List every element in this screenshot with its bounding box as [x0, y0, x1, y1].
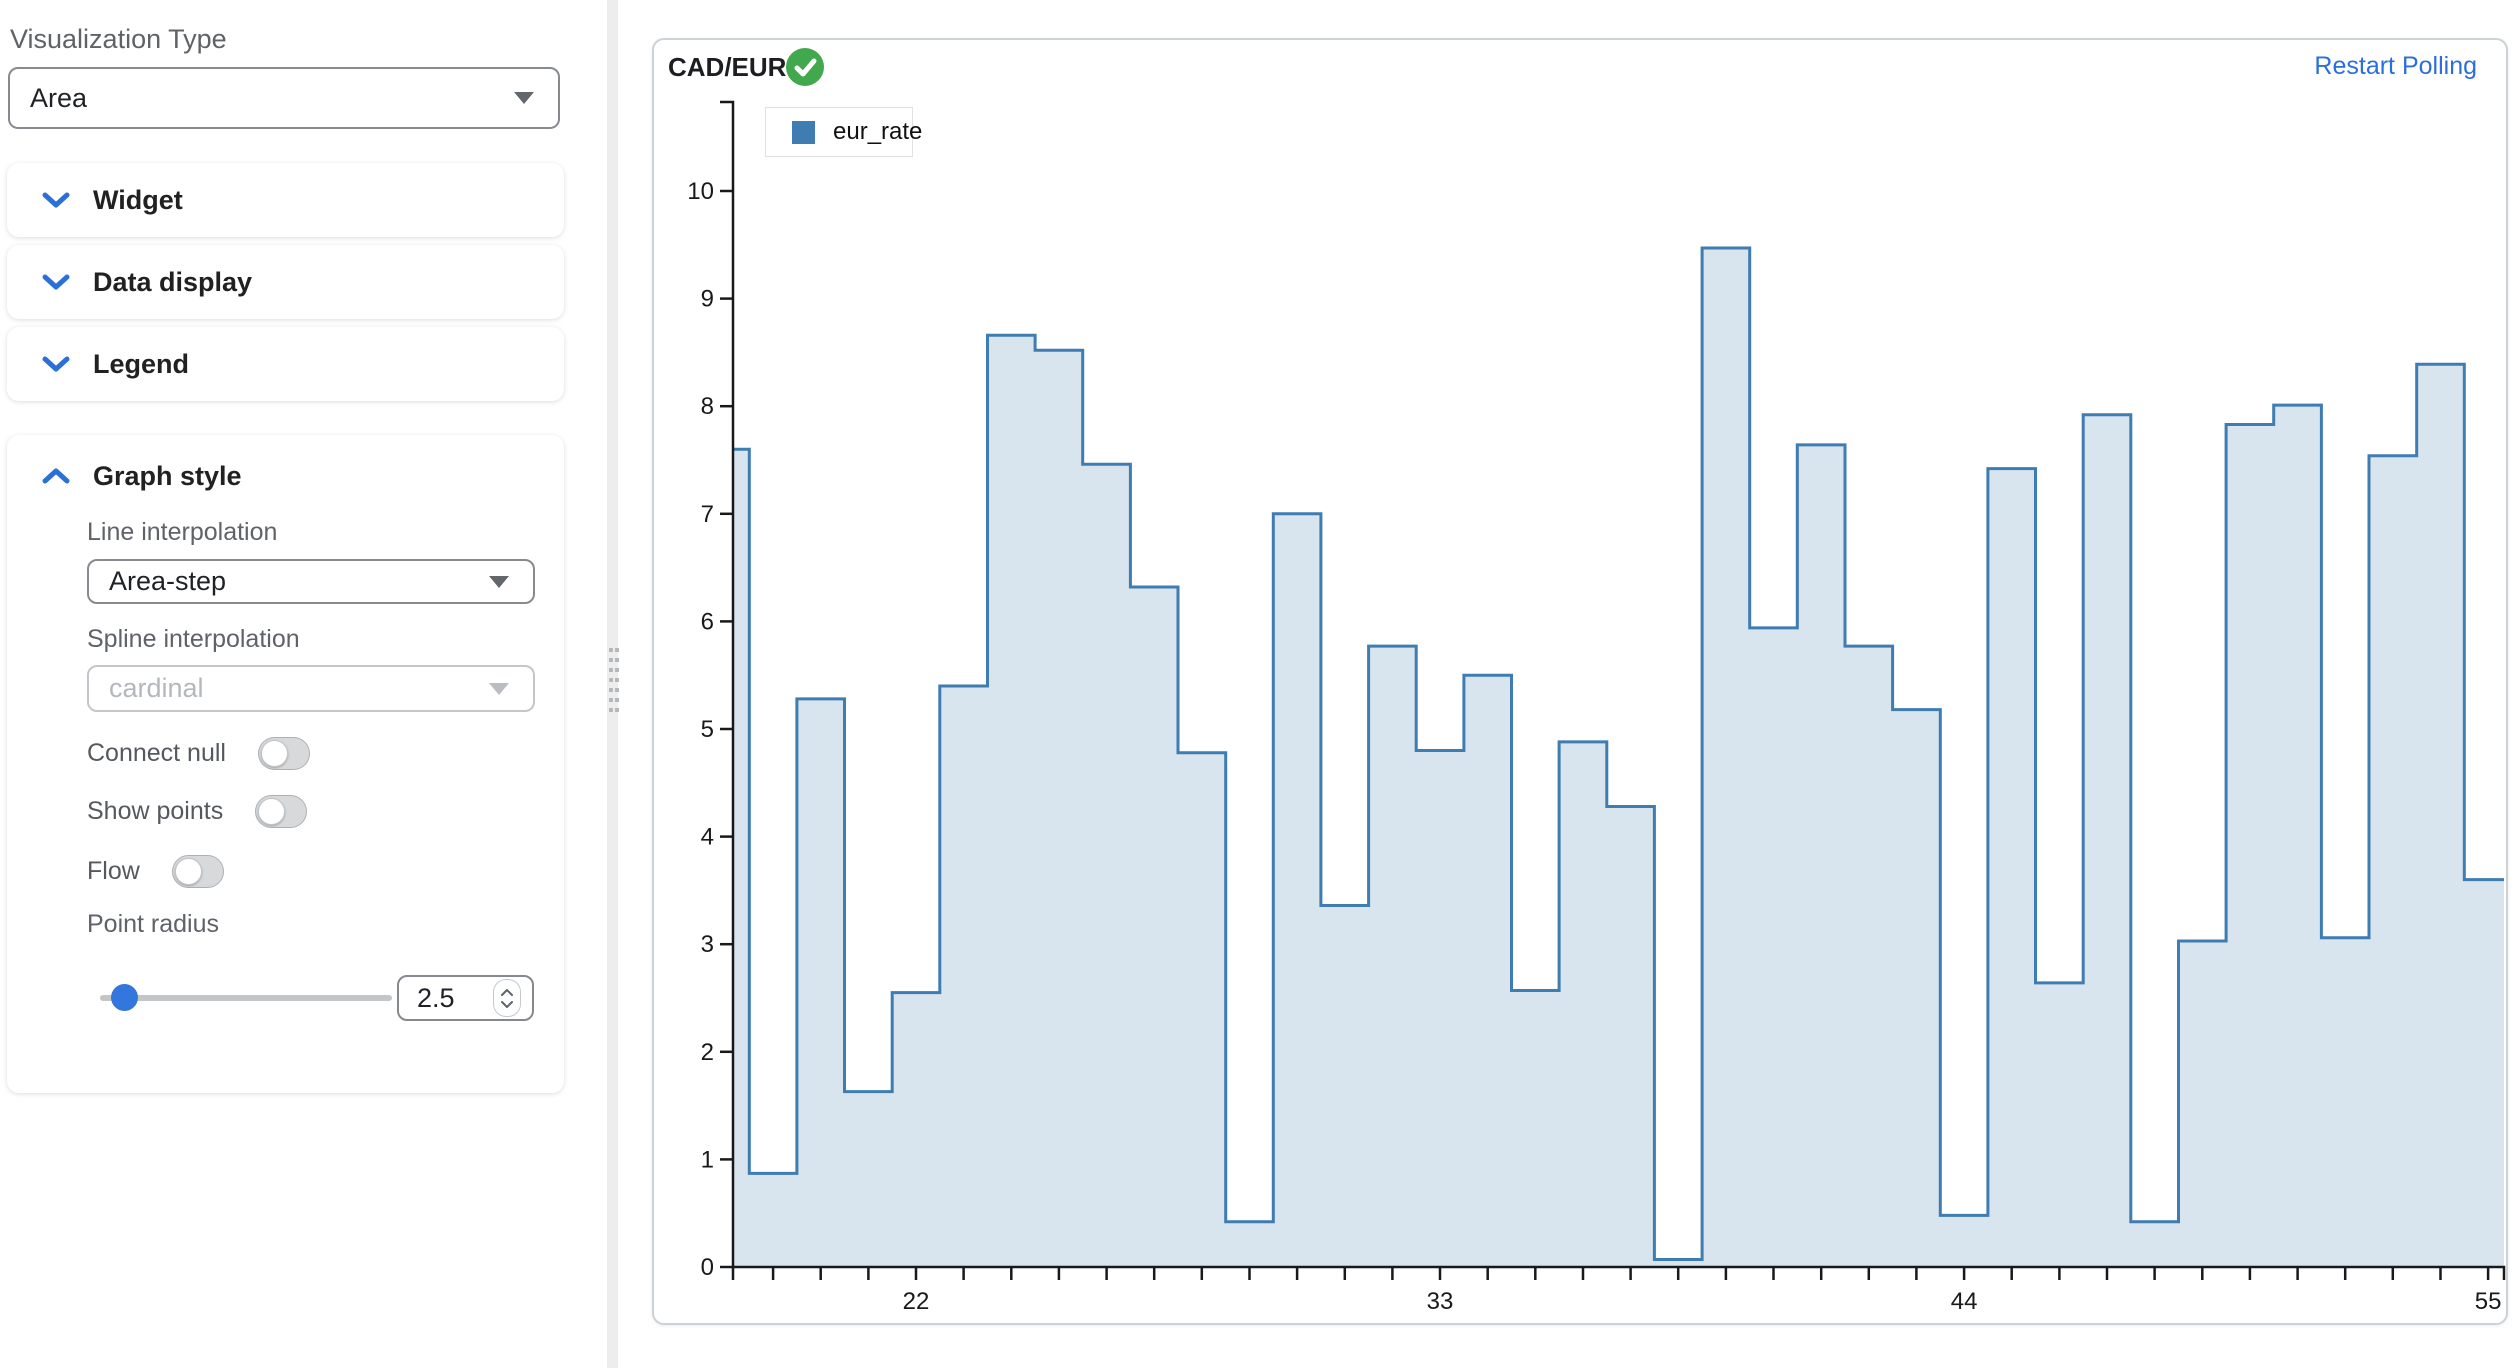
point-radius-slider-track[interactable] [100, 995, 392, 1001]
panel-resize-gutter[interactable] [607, 0, 618, 1368]
toggle-knob [258, 798, 286, 825]
section-card-data-display: Data display [7, 245, 564, 319]
svg-text:10: 10 [687, 178, 714, 205]
legend-swatch-icon [792, 120, 815, 144]
section-header-data-display[interactable]: Data display [7, 245, 564, 319]
show-points-row: Show points [87, 795, 308, 828]
section-label: Data display [93, 266, 253, 297]
spline-interpolation-value: cardinal [109, 673, 204, 703]
chevron-down-icon [42, 356, 70, 372]
section-label: Legend [93, 348, 190, 379]
spline-interpolation-select[interactable]: cardinal [87, 665, 535, 712]
connect-null-row: Connect null [87, 737, 310, 770]
svg-text:0: 0 [701, 1254, 714, 1281]
chevron-down-icon [501, 1000, 513, 1008]
area-outline [734, 246, 2504, 1261]
visualization-type-select[interactable]: Area [8, 67, 560, 129]
toggle-knob [260, 740, 288, 767]
svg-text:1: 1 [701, 1146, 714, 1173]
panel-resize-handle-dots[interactable] [606, 647, 619, 715]
svg-text:8: 8 [701, 393, 714, 420]
chevron-up-icon [42, 468, 70, 484]
section-header-legend[interactable]: Legend [7, 327, 564, 401]
svg-text:2: 2 [701, 1039, 714, 1066]
section-card-graph-style: Graph style Line interpolation Area-step… [7, 435, 564, 1093]
chart-card [652, 38, 2508, 1325]
toggle-knob [174, 858, 202, 885]
line-interpolation-value: Area-step [109, 566, 227, 596]
x-axis [731, 1265, 2506, 1280]
flow-toggle[interactable] [171, 855, 224, 888]
legend-series-name: eur_rate [833, 118, 923, 145]
area-fill [734, 248, 2504, 1267]
chevron-down-icon [42, 274, 70, 290]
y-axis [720, 100, 735, 1267]
chevron-up-icon [501, 988, 513, 996]
visualization-type-label: Visualization Type [10, 24, 227, 54]
svg-text:7: 7 [701, 501, 714, 528]
svg-text:5: 5 [701, 716, 714, 743]
svg-text:33: 33 [1427, 1288, 1454, 1315]
chevron-down-icon [489, 682, 509, 695]
section-header-widget[interactable]: Widget [7, 163, 564, 237]
svg-text:44: 44 [1951, 1288, 1978, 1315]
point-radius-input-wrap [397, 975, 534, 1021]
restart-polling-link[interactable]: Restart Polling [2314, 52, 2477, 80]
check-circle-icon [786, 48, 824, 86]
show-points-toggle[interactable] [255, 795, 308, 828]
chevron-down-icon [489, 575, 509, 588]
svg-text:22: 22 [903, 1288, 930, 1315]
connect-null-toggle[interactable] [257, 737, 310, 770]
svg-text:3: 3 [701, 931, 714, 958]
svg-text:4: 4 [701, 824, 714, 851]
spline-interpolation-label: Spline interpolation [87, 625, 300, 653]
section-card-widget: Widget [7, 163, 564, 237]
chevron-down-icon [514, 92, 534, 104]
line-interpolation-label: Line interpolation [87, 518, 278, 546]
svg-text:9: 9 [701, 286, 714, 313]
connect-null-label: Connect null [87, 739, 226, 767]
point-radius-slider-handle[interactable] [111, 984, 138, 1011]
visualization-type-value: Area [30, 82, 88, 113]
section-card-legend: Legend [7, 327, 564, 401]
chart-title: CAD/EUR [668, 52, 787, 82]
flow-label: Flow [87, 857, 140, 885]
settings-sidebar: Visualization Type Area Widget Data disp… [0, 0, 607, 1368]
number-stepper[interactable] [493, 979, 521, 1017]
svg-text:6: 6 [701, 608, 714, 635]
show-points-label: Show points [87, 797, 224, 825]
point-radius-input[interactable] [399, 981, 491, 1015]
section-header-graph-style[interactable]: Graph style [7, 453, 242, 499]
chevron-down-icon [42, 192, 70, 208]
point-radius-label: Point radius [87, 910, 220, 938]
section-label: Graph style [93, 460, 242, 491]
area-step-chart: 0 1 2 3 4 5 6 7 8 9 10 22 33 44 55 [687, 100, 2506, 1315]
flow-row: Flow [87, 855, 224, 888]
chart-legend[interactable]: eur_rate [765, 107, 922, 157]
line-interpolation-select[interactable]: Area-step [87, 559, 535, 604]
section-label: Widget [93, 184, 183, 215]
svg-text:55: 55 [2475, 1288, 2502, 1315]
